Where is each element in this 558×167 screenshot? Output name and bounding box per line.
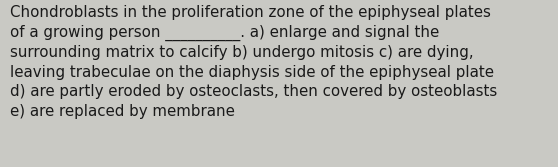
Text: Chondroblasts in the proliferation zone of the epiphyseal plates
of a growing pe: Chondroblasts in the proliferation zone … bbox=[10, 5, 497, 119]
